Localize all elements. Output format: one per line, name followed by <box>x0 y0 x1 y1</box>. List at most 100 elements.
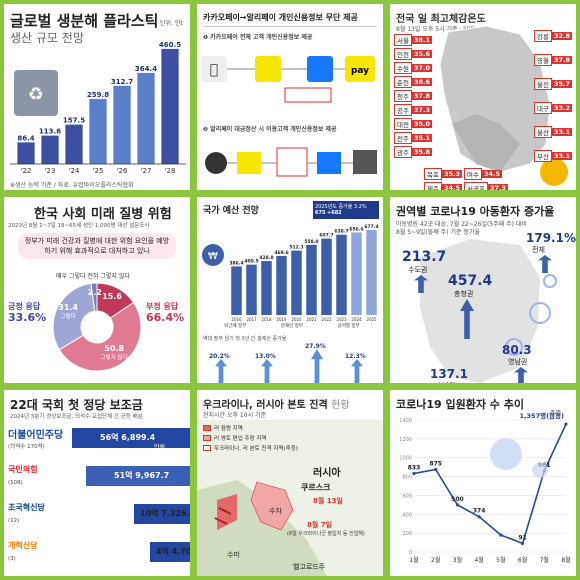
left-labels: 서울 38.1 인천 35.6 수원 37.0 춘천 38.6 청주 37.8 공주 37.3 대전 35… <box>394 34 434 160</box>
label-ukraine: 수미 <box>227 551 240 559</box>
party-seats: (의석수 170석) <box>8 444 45 450</box>
x-tick-label: 2017 <box>246 317 257 322</box>
budget-bar <box>366 229 377 315</box>
inset-val: 3.2% <box>353 204 367 210</box>
bar-value-label: 157.5 <box>63 117 85 125</box>
bar-value-label: 312.7 <box>111 78 133 86</box>
x-tick-label: 1월 <box>409 556 418 564</box>
panel-ukraine-map: 우크라이나, 러시아 본토 진격 현황 현지시간 오후 10시 기준 러 점령 … <box>197 390 383 576</box>
unit-label: 만원 <box>154 444 166 451</box>
donut-hole <box>82 312 112 342</box>
city-name: 대전 <box>394 118 412 130</box>
panel-covid-hospitalized: 코로나19 입원환자 수 추이 주별 1400 1200 1000 800 600 400… <box>390 390 576 576</box>
party-name: 개혁신당 <box>8 541 38 550</box>
label-date1: 8월 13일 <box>313 497 343 505</box>
temp-value: 35.6 <box>411 50 433 58</box>
x-tick-label: 2016 <box>231 317 242 322</box>
legend-item: 러 영토 편입 주장 지역 <box>203 434 298 442</box>
x-tick-label: 5월 <box>496 556 505 564</box>
panel-title: 권역별 코로나19 아동환자 증가율 <box>396 205 555 218</box>
bar-value-label: 364.4 <box>135 65 157 73</box>
city-name: 공주 <box>394 104 412 116</box>
slice-label: 31.4 <box>58 303 78 312</box>
panel-subtitle: 2024년 3분기 경상보조금, 의석수·교섭단체 간 균등 배분 <box>10 414 143 420</box>
temp-value: 37.0 <box>411 64 433 72</box>
data-label: 875 <box>429 461 442 468</box>
x-tick-label: 8월 <box>561 556 570 564</box>
inset-box: 2025년도 증가율 3.2% 675 +682 <box>313 201 379 219</box>
bar-value-label: 469.6 <box>274 250 288 256</box>
temp-label: 부산 33.1 <box>534 150 574 162</box>
negative-value: 66.4% <box>146 311 185 324</box>
unit-label: 주별 <box>550 410 562 417</box>
temp-value: 35.7 <box>551 80 573 88</box>
temp-label: 전주 35.1 <box>394 132 434 144</box>
temp-value: 35.1 <box>411 134 433 142</box>
panel-title: 우크라이나, 러시아 본토 진격 현황 <box>203 396 350 411</box>
y-tick-label: 1200 <box>399 437 412 443</box>
x-tick-label: 2024 <box>351 317 362 322</box>
inset-val-3: +682 <box>327 210 342 216</box>
up-arrow <box>460 299 474 339</box>
panel-subtitle-2: 8월 5~9일(둘째 주) 기준 증가율 <box>396 229 480 236</box>
label-bottom: 벨고로드주 <box>293 563 326 571</box>
virus-icon <box>490 438 522 470</box>
y-tick-label: 800 <box>402 475 412 481</box>
legend-swatch <box>203 445 211 451</box>
bar <box>17 142 35 164</box>
question-box: 정부가 미래 건강과 질병에 대한 위험 요인을 예방하기 위해 효과적으로 대… <box>18 233 176 259</box>
x-tick-label: '28 <box>165 167 176 175</box>
x-tick-label: 4월 <box>474 556 483 564</box>
flow-diagram-2 <box>205 147 377 177</box>
x-tick-label: '23 <box>45 167 56 175</box>
budget-bar <box>261 261 272 315</box>
slice-label: 50.8 <box>104 344 124 353</box>
temp-label: 대구 33.2 <box>534 102 574 114</box>
y-tick-label: 200 <box>402 531 412 537</box>
increase-arrow <box>215 359 227 383</box>
x-tick-label: 2020 <box>291 317 302 322</box>
bar-chart: ♻ 86.4 '22 113.6 '23 157.5 '24 259.8 '25 312.7 '26… <box>10 41 186 175</box>
negative-title: 부정 응답 <box>146 302 179 311</box>
bag-icon <box>14 70 58 116</box>
city-name: 대구 <box>534 102 552 114</box>
increase-rate: 13.0% <box>255 353 276 360</box>
panel-disease-risk: 한국 사회 미래 질병 위험 2023년 8월 1~7일 19~65세 성인 1… <box>4 197 190 383</box>
y-tick-label: 1400 <box>399 418 412 424</box>
city-name: 서울 <box>394 34 412 46</box>
bottom-note: 역대 정부 임기 첫 3년 간 총예산 증가율 <box>203 336 287 342</box>
bar-value-label: 460.5 <box>159 41 181 49</box>
bar-value-label: 428.8 <box>259 255 273 261</box>
city-name: 청주 <box>394 90 412 102</box>
label-note: (6일 우크라이나군 참입지 등 진입해) <box>287 531 365 537</box>
temp-label: 서울 38.1 <box>394 34 434 46</box>
subsidy-value: 10억 7,326.3 <box>140 509 190 518</box>
panel-subtitle: 2023년 8월 1~7일 19~65세 성인 1,000명 대상 설문조사 <box>8 223 150 229</box>
city-name: 인천 <box>394 48 412 60</box>
x-tick-label: '22 <box>21 167 32 175</box>
temp-label: 춘천 38.6 <box>394 76 434 88</box>
temp-value: 37.3 <box>487 184 509 190</box>
temp-value: 38.1 <box>411 36 433 44</box>
x-tick-label: 2021 <box>306 317 317 322</box>
panel-bioplastic: 글로벌 생분해 플라스틱 생산 규모 전망 단위: 만t ♻ 86.4 '22 113… <box>4 4 190 190</box>
region-value: 179.1% <box>526 231 576 245</box>
y-tick-label: 600 <box>402 493 412 499</box>
up-arrow <box>538 255 552 273</box>
legend-swatch <box>203 425 211 431</box>
increase-rate: 20.2% <box>209 353 230 360</box>
increase-rate-labels: 20.2% 13.0% 27.9% 12.3% <box>197 343 383 383</box>
temp-value: 33.2 <box>551 104 573 112</box>
region-value: 457.4 <box>448 273 493 289</box>
temp-value: 33.1 <box>551 152 573 160</box>
bar-value-label: 400.5 <box>244 259 258 265</box>
temp-label: 수원 37.0 <box>394 62 434 74</box>
legend-label: 러 점령 지역 <box>214 426 243 432</box>
panel-subtitle: 현지시간 오후 10시 기준 <box>203 412 267 419</box>
party-rows: 더불어민주당 (의석수 170석) 56억 6,899.4 국민의힘 (108) 51억 … <box>4 422 190 576</box>
temp-value: 34.5 <box>441 184 463 190</box>
city-name: 전주 <box>394 132 412 144</box>
party-name: 더불어민주당 <box>8 430 64 441</box>
slice-label: 2.2 <box>88 288 102 297</box>
panel-title: 국가 예산 전망 <box>203 206 259 216</box>
